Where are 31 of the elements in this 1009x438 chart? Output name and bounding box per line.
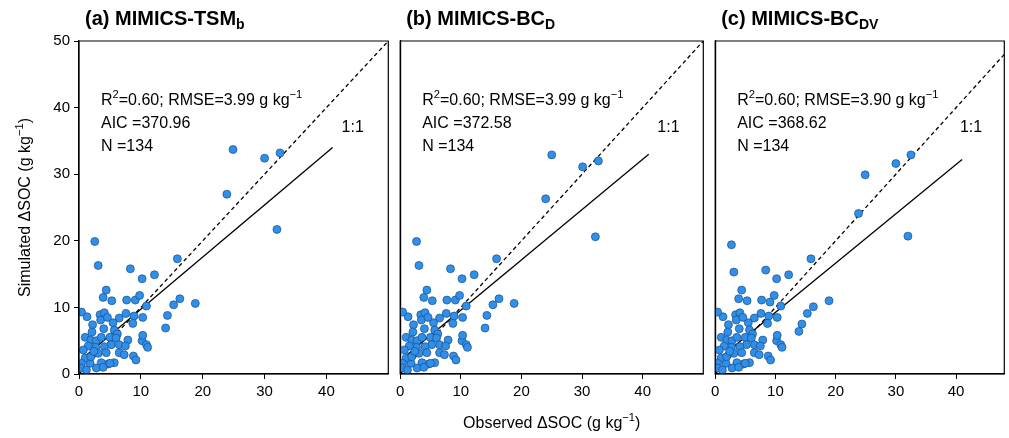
annotation: AIC =370.96 bbox=[101, 114, 191, 132]
x-tick-label: 10 bbox=[132, 382, 150, 400]
annotation: N =134 bbox=[422, 137, 475, 155]
annotation: 1:1 bbox=[341, 117, 364, 135]
x-tick-label: 40 bbox=[947, 382, 965, 400]
x-tick-label: 0 bbox=[711, 382, 720, 400]
annotation: N =134 bbox=[737, 137, 790, 155]
x-tick-label: 30 bbox=[573, 382, 591, 400]
annotation: N =134 bbox=[101, 137, 154, 155]
annotation: AIC =368.62 bbox=[737, 114, 827, 132]
x-tick-label: 20 bbox=[513, 382, 530, 400]
y-tick-label: 20 bbox=[53, 230, 70, 248]
y-tick-label: 30 bbox=[53, 164, 70, 182]
x-tick-label: 10 bbox=[767, 382, 784, 400]
annotation: 1:1 bbox=[657, 117, 680, 135]
y-tick-label: 0 bbox=[61, 364, 70, 382]
x-tick-label: 40 bbox=[318, 382, 335, 400]
x-tick-label: 0 bbox=[74, 382, 84, 400]
x-tick-label: 30 bbox=[256, 382, 273, 400]
annotation: 1:1 bbox=[959, 117, 983, 135]
y-tick-label: 50 bbox=[53, 31, 70, 49]
x-tick-label: 30 bbox=[887, 382, 905, 400]
x-tick-label: 10 bbox=[452, 382, 470, 400]
y-tick-label: 10 bbox=[53, 297, 70, 315]
x-tick-label: 0 bbox=[396, 382, 405, 400]
x-tick-label: 40 bbox=[634, 382, 652, 400]
annotation: AIC =372.58 bbox=[422, 114, 512, 132]
x-tick-label: 20 bbox=[194, 382, 212, 400]
y-axis-title: Simulated ΔSOC (g kg−1) bbox=[12, 117, 34, 298]
y-tick-label: 40 bbox=[53, 97, 70, 115]
x-tick-label: 20 bbox=[827, 382, 844, 400]
